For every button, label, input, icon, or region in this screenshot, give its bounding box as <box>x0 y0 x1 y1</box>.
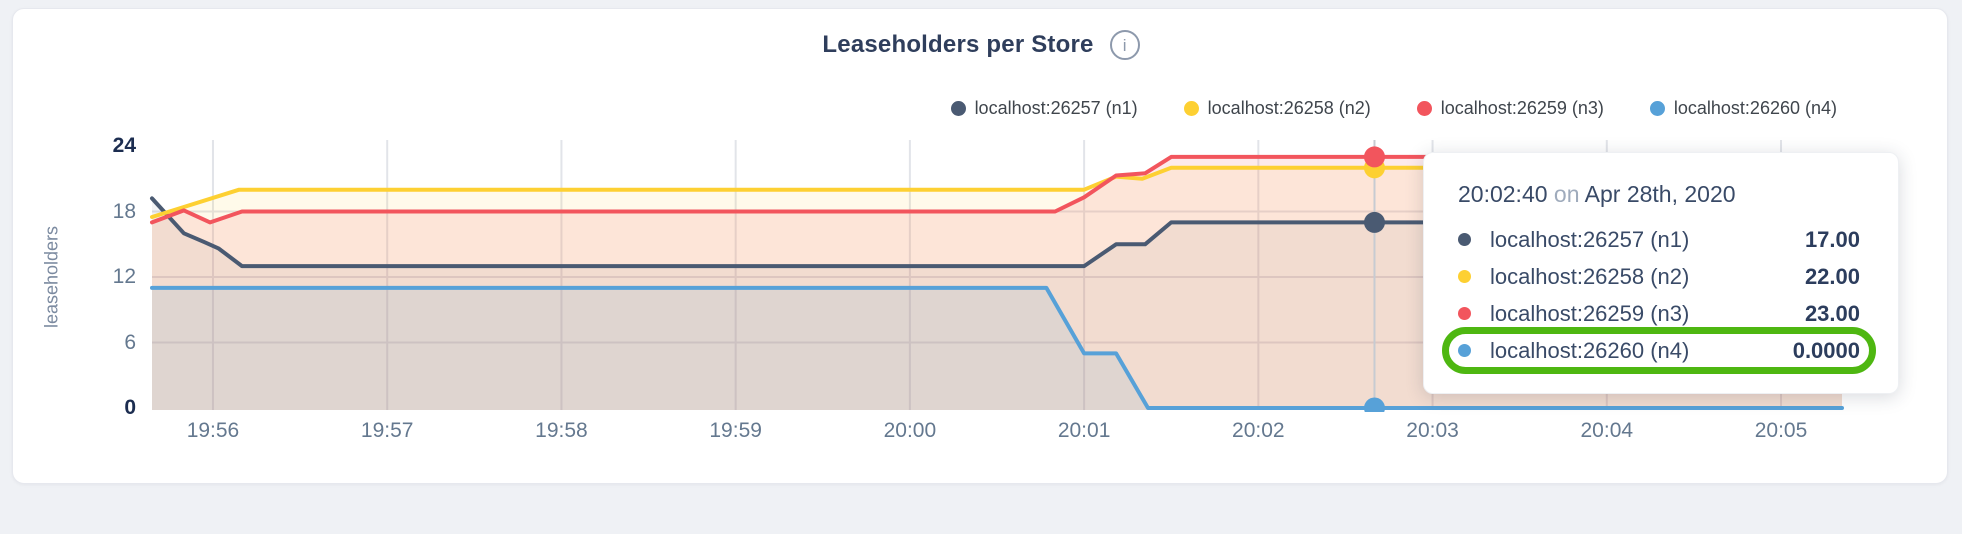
x-tick-label: 19:59 <box>709 419 762 442</box>
hover-tooltip: 20:02:40 on Apr 28th, 2020 localhost:262… <box>1423 152 1899 394</box>
legend-label: localhost:26257 (n1) <box>974 98 1138 118</box>
x-tick-label: 20:03 <box>1406 419 1459 442</box>
tooltip-series-value: 17.00 <box>1804 226 1860 252</box>
tooltip-series-dot-icon <box>1458 344 1471 357</box>
legend-item: localhost:26258 (n2) <box>1183 98 1371 119</box>
legend-label: localhost:26260 (n4) <box>1673 98 1837 118</box>
tooltip-series-name: localhost:26257 (n1) <box>1490 226 1690 252</box>
y-tick-label: 6 <box>124 330 136 354</box>
tooltip-series-value: 0.0000 <box>1792 337 1860 363</box>
tooltip-date: Apr 28th, 2020 <box>1584 181 1736 207</box>
hover-dot-n4 <box>1363 397 1385 412</box>
series-line-n4 <box>150 285 1844 410</box>
hover-dot-n3 <box>1363 146 1385 168</box>
series-line-n1 <box>150 196 1844 269</box>
x-tick-label: 20:01 <box>1057 419 1111 442</box>
tooltip-row: localhost:26257 (n1) 17.00 <box>1458 221 1860 258</box>
legend-dot-icon <box>1183 101 1199 116</box>
tooltip-series-value: 23.00 <box>1804 300 1860 326</box>
y-tick-label: 18 <box>112 199 136 223</box>
legend-dot-icon <box>1416 101 1432 116</box>
tooltip-header: 20:02:40 on Apr 28th, 2020 <box>1458 179 1860 209</box>
series-area-n4 <box>152 287 1842 410</box>
tooltip-series-name: localhost:26258 (n2) <box>1490 263 1690 289</box>
tooltip-series-name: localhost:26260 (n4) <box>1490 337 1690 363</box>
x-tick-label: 20:04 <box>1580 419 1634 442</box>
legend-item: localhost:26260 (n4) <box>1649 98 1837 119</box>
y-tick-label: 24 <box>112 134 136 157</box>
chart-title: Leaseholders per Store <box>822 31 1094 58</box>
tooltip-on-word: on <box>1553 181 1580 207</box>
series-area-n3 <box>152 156 1842 410</box>
tooltip-row: localhost:26259 (n3) 23.00 <box>1458 295 1860 332</box>
tooltip-series-dot-icon <box>1458 307 1471 320</box>
x-tick-label: 20:00 <box>883 419 937 442</box>
x-tick-label: 19:56 <box>186 419 240 442</box>
legend-item: localhost:26257 (n1) <box>950 98 1138 119</box>
chart-header: Leaseholders per Store i <box>0 30 1962 60</box>
tooltip-series-value: 22.00 <box>1804 263 1860 289</box>
tooltip-series-name: localhost:26259 (n3) <box>1490 300 1690 326</box>
chart-legend: localhost:26257 (n1) localhost:26258 (n2)… <box>950 98 1837 119</box>
legend-label: localhost:26259 (n3) <box>1440 98 1604 118</box>
info-icon[interactable]: i <box>1109 30 1140 60</box>
legend-dot-icon <box>1649 101 1665 116</box>
tooltip-rows: localhost:26257 (n1) 17.00 localhost:26258… <box>1442 221 1876 374</box>
series-line-n3 <box>150 154 1844 225</box>
y-tick-label: 0 <box>124 396 136 419</box>
tooltip-row: localhost:26258 (n2) 22.00 <box>1458 258 1860 295</box>
legend-dot-icon <box>950 101 966 116</box>
x-tick-label: 20:05 <box>1754 419 1808 442</box>
info-icon-glyph: i <box>1122 35 1127 55</box>
legend-label: localhost:26258 (n2) <box>1207 98 1371 118</box>
tooltip-series-dot-icon <box>1458 270 1471 283</box>
tooltip-row: localhost:26260 (n4) 0.0000 <box>1442 327 1876 374</box>
tooltip-time: 20:02:40 <box>1458 181 1548 207</box>
legend-item: localhost:26259 (n3) <box>1416 98 1604 119</box>
x-tick-label: 19:57 <box>360 419 414 442</box>
x-tick-label: 20:02 <box>1232 419 1285 442</box>
y-tick-label: 12 <box>112 265 136 288</box>
tooltip-series-dot-icon <box>1458 233 1471 246</box>
series-area-n1 <box>152 198 1842 410</box>
x-tick-label: 19:58 <box>535 419 588 442</box>
hover-dot-n1 <box>1363 211 1385 233</box>
